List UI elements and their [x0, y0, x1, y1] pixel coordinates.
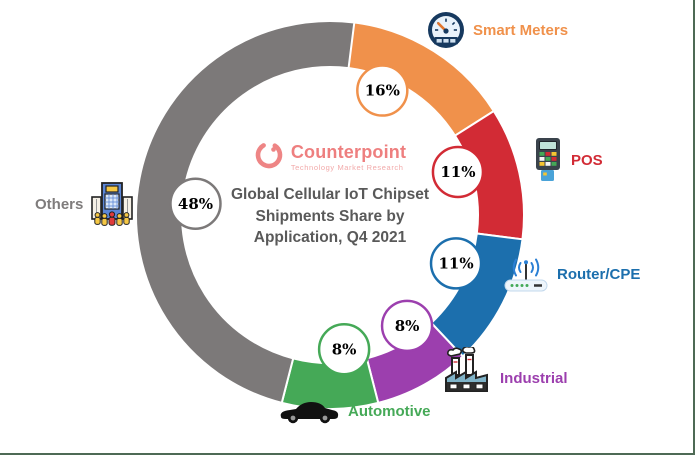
pos-terminal-icon	[533, 137, 563, 183]
logo-tagline: Technology Market Research	[290, 162, 404, 172]
data-label-bubble	[380, 299, 434, 353]
building-icon	[89, 181, 135, 227]
legend-label-industrial: Industrial	[500, 370, 568, 387]
legend-automotive: Automotive	[278, 398, 431, 424]
factory-icon	[442, 347, 492, 393]
data-label-bubble	[431, 145, 485, 199]
logo-name: Counterpoint	[290, 142, 407, 163]
data-label-text: 11%	[440, 163, 475, 181]
legend-router-cpe: Router/CPE	[503, 254, 640, 294]
data-label-text: 8%	[332, 340, 357, 358]
data-label-text: 8%	[395, 317, 420, 335]
car-icon	[278, 398, 340, 424]
router-icon	[503, 254, 549, 294]
legend-label-pos: POS	[571, 151, 603, 169]
data-label-text: 16%	[365, 82, 400, 100]
chart-center: Counterpoint Technology Market Research …	[200, 140, 460, 249]
counterpoint-logo-icon	[254, 140, 284, 175]
chart-title-line1: Global Cellular IoT Chipset	[230, 186, 430, 203]
legend-label-automotive: Automotive	[348, 402, 431, 420]
counterpoint-logo-text: Counterpoint Technology Market Research	[291, 143, 406, 172]
legend-others: Others	[35, 181, 135, 227]
data-label-bubble	[429, 237, 483, 290]
chart-title: Global Cellular IoT Chipset Shipments Sh…	[200, 184, 460, 249]
legend-label-others: Others	[35, 195, 84, 213]
chart-title-line3: Application, Q4 2021	[253, 229, 407, 247]
data-label-bubble	[317, 323, 371, 376]
legend-smart-meters: Smart Meters	[427, 11, 568, 49]
data-label-bubble	[169, 177, 222, 230]
gauge-icon	[427, 11, 465, 49]
donut-segment-others	[135, 20, 356, 405]
legend-pos: POS	[533, 137, 603, 183]
legend-label-smart-meters: Smart Meters	[473, 21, 569, 39]
chart-title-line2: Shipments Share by	[255, 207, 405, 225]
legend-industrial: Industrial	[442, 347, 568, 393]
legend-label-router-cpe: Router/CPE	[557, 265, 641, 283]
data-label-bubble	[356, 64, 409, 117]
data-label-text: 11%	[438, 255, 473, 273]
data-label-text: 48%	[178, 195, 213, 213]
counterpoint-logo: Counterpoint Technology Market Research	[200, 140, 460, 175]
